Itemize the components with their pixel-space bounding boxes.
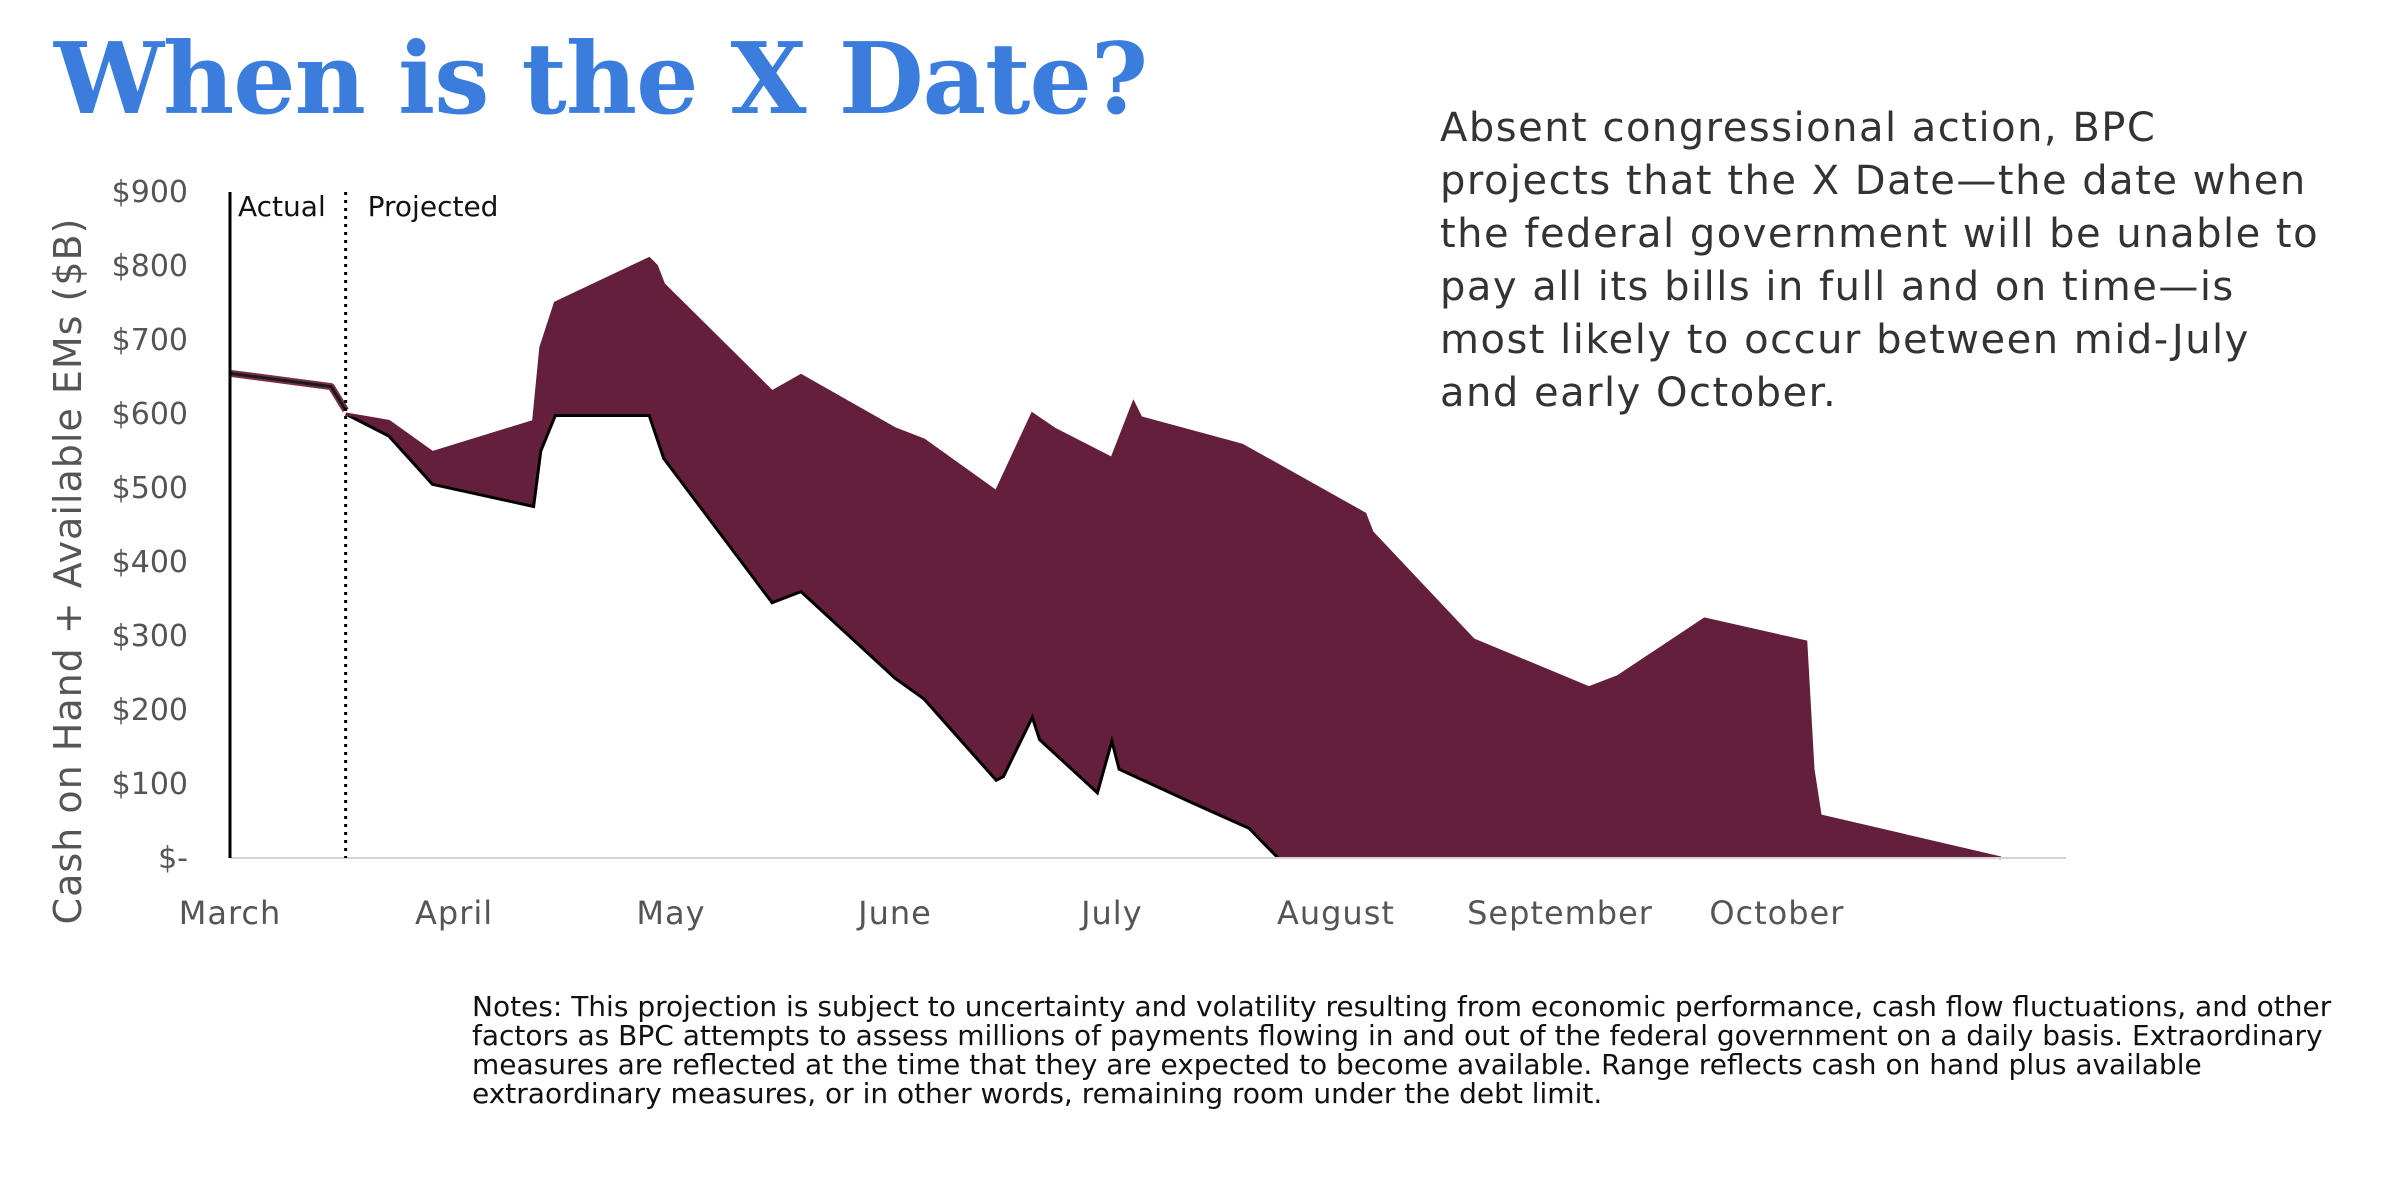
- x-tick-label: July: [1079, 894, 1143, 932]
- lower-bound-line: [345, 412, 1280, 860]
- y-tick-label: $600: [112, 397, 188, 432]
- y-tick-label: $500: [112, 471, 188, 506]
- y-tick-label: $800: [112, 249, 188, 284]
- x-tick-label: August: [1277, 894, 1395, 932]
- x-tick-label: March: [179, 894, 282, 932]
- y-tick-label: $-: [158, 841, 188, 876]
- axis-layer: Actual Projected $- $100 $200 $300 $400 $500 $60…: [112, 175, 2066, 932]
- y-tick-label: $400: [112, 545, 188, 580]
- upper-bound-line: [345, 256, 2002, 860]
- x-tick-label: September: [1467, 894, 1653, 932]
- projection-description: Absent congressional action, BPC project…: [1440, 105, 2320, 416]
- y-tick-label: $200: [112, 693, 188, 728]
- chart-notes: Notes: This projection is subject to unc…: [472, 990, 2332, 1110]
- plot-layer: [229, 256, 2002, 860]
- projection-range-band: [345, 258, 2001, 859]
- y-tick-label: $300: [112, 619, 188, 654]
- x-tick-label: May: [636, 894, 705, 932]
- period-label-projected: Projected: [368, 190, 499, 223]
- period-label-actual: Actual: [238, 190, 326, 223]
- x-tick-label: June: [856, 894, 932, 932]
- x-tick-label: October: [1709, 894, 1844, 932]
- y-tick-label: $700: [112, 323, 188, 358]
- chart-title: When is the X Date?: [54, 22, 1148, 137]
- actual-line-core: [229, 371, 347, 412]
- x-tick-label: April: [415, 894, 493, 932]
- actual-line: [229, 369, 349, 413]
- y-tick-label: $100: [112, 767, 188, 802]
- y-tick-label: $900: [112, 175, 188, 210]
